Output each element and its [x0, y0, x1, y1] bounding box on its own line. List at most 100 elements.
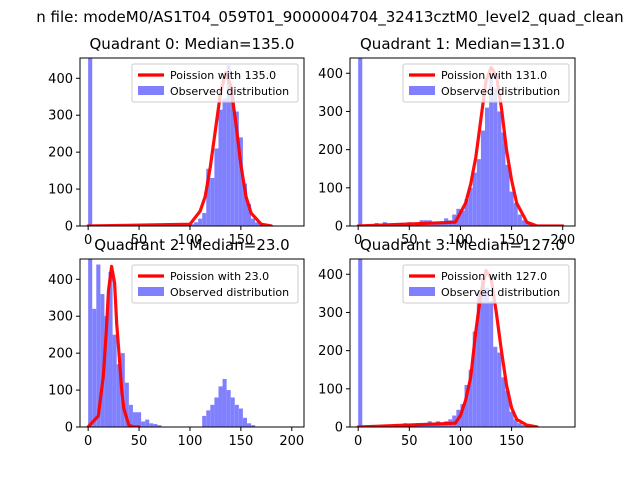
histogram-bar — [153, 424, 158, 427]
histogram-bar — [517, 423, 522, 427]
x-tick-label: 200 — [279, 434, 304, 449]
legend-label-observed: Observed distribution — [441, 286, 560, 299]
histogram-bar — [218, 386, 223, 427]
y-tick-label: 100 — [318, 382, 343, 397]
x-tick-label: 0 — [84, 233, 92, 248]
y-tick-label: 400 — [48, 72, 73, 87]
chart-title: Quadrant 0: Median=135.0 — [90, 35, 295, 53]
histogram-bar — [505, 390, 510, 427]
y-tick-label: 300 — [48, 109, 73, 124]
histogram-bar — [214, 397, 219, 427]
histogram-bar — [246, 203, 252, 226]
histogram-bar — [141, 421, 146, 427]
histogram-bar — [480, 130, 485, 226]
histogram-bar — [157, 425, 162, 427]
histogram-bar — [497, 111, 502, 226]
chart-title: Quadrant 2: Median=23.0 — [94, 236, 289, 254]
histogram-bar — [104, 316, 109, 427]
histogram-bar — [472, 331, 477, 427]
legend-label-poisson: Poission with 131.0 — [441, 69, 547, 82]
histogram-bar — [493, 88, 498, 226]
histogram-bar — [501, 377, 506, 427]
histogram-bar — [242, 183, 247, 226]
histogram-bar — [476, 291, 481, 427]
legend-label-observed: Observed distribution — [170, 286, 289, 299]
histogram-bar — [210, 178, 215, 226]
chart-title: Quadrant 1: Median=131.0 — [360, 35, 565, 53]
histogram-bar — [100, 294, 105, 427]
histogram-bar — [509, 191, 514, 226]
y-tick-label: 0 — [335, 220, 343, 235]
histogram-bar — [521, 220, 526, 226]
legend-label-observed: Observed distribution — [170, 85, 289, 98]
y-tick-label: 0 — [335, 421, 343, 436]
x-tick-label: 50 — [401, 233, 418, 248]
x-tick-label: 150 — [499, 434, 524, 449]
y-tick-label: 100 — [48, 183, 73, 198]
histogram-bar — [202, 213, 207, 226]
histogram-bar — [149, 423, 154, 427]
histogram-bar — [255, 222, 260, 226]
y-tick-label: 200 — [318, 143, 343, 158]
y-tick-label: 400 — [318, 67, 343, 82]
histogram-bar — [452, 214, 457, 226]
histogram-bar — [222, 379, 227, 427]
y-tick-label: 300 — [48, 310, 73, 325]
histogram-bar — [509, 411, 514, 427]
y-tick-label: 300 — [318, 306, 343, 321]
x-tick-label: 150 — [499, 233, 524, 248]
histogram-bar — [464, 385, 469, 427]
x-tick-label: 100 — [448, 233, 473, 248]
axes-frame — [79, 57, 305, 227]
histogram-bar — [251, 425, 256, 427]
histogram-bar — [480, 278, 485, 427]
histogram-bar — [88, 259, 93, 427]
histogram-bar — [472, 172, 477, 226]
plot-area — [86, 259, 256, 427]
histogram-bar — [230, 397, 235, 427]
histogram-bar — [505, 164, 510, 226]
histogram-bar — [214, 148, 219, 226]
legend-bar-swatch — [138, 86, 164, 95]
x-tick-label: 50 — [131, 434, 148, 449]
histogram-bar — [234, 111, 239, 226]
histogram-bar — [124, 382, 129, 427]
legend-bar-swatch — [409, 287, 435, 296]
histogram-bar — [128, 404, 133, 427]
histogram-bar — [234, 404, 239, 427]
y-tick-label: 300 — [318, 105, 343, 120]
y-tick-label: 400 — [318, 268, 343, 283]
chart-panel-1: 0 50 100 150 200 0 100 200 300 400 Quadrant 1: Med… — [318, 35, 576, 248]
y-tick-label: 0 — [65, 220, 73, 235]
histogram-bar — [251, 218, 256, 226]
legend-box — [402, 63, 570, 103]
histogram-bar — [202, 415, 207, 427]
histogram-bar — [242, 417, 247, 427]
histogram-bar — [226, 390, 231, 427]
histogram-bar — [485, 287, 490, 427]
histogram-bar — [238, 408, 243, 427]
y-tick-label: 100 — [48, 384, 73, 399]
y-tick-label: 0 — [65, 421, 73, 436]
chart-title: Quadrant 3: Median=127.0 — [360, 236, 565, 254]
histogram-bar — [230, 96, 235, 226]
histogram-bar — [460, 210, 465, 226]
legend-box — [402, 264, 570, 304]
histogram-bar — [476, 159, 481, 226]
x-tick-label: 100 — [178, 434, 203, 449]
histogram-bar — [206, 410, 211, 427]
histogram-bar — [112, 334, 117, 427]
histogram-bar — [210, 404, 215, 427]
histogram-bar — [226, 65, 231, 226]
x-tick-label: 50 — [131, 233, 148, 248]
histogram-bar — [460, 404, 465, 427]
histogram-bar — [468, 187, 473, 226]
histogram-bar — [222, 98, 227, 226]
legend-bar-swatch — [138, 287, 164, 296]
histogram-bar — [238, 137, 243, 226]
x-tick-label: 150 — [228, 233, 253, 248]
histogram-bar — [206, 168, 211, 226]
legend-box — [131, 63, 299, 103]
axes-frame — [349, 57, 576, 227]
